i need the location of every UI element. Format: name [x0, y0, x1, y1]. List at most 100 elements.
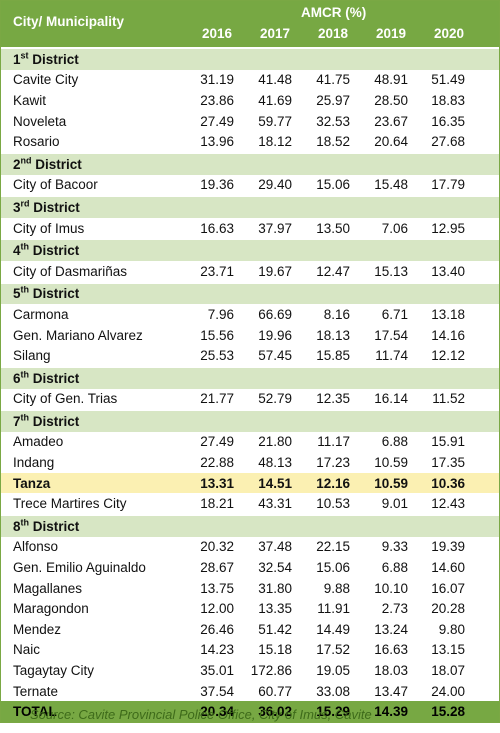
cell-value: 7.06	[381, 220, 408, 236]
district-label: 5th District	[13, 286, 80, 302]
district-label: 7th District	[13, 413, 80, 429]
cell-value: 15.28	[431, 704, 465, 720]
data-row: Tanza 13.31 14.51 12.16 10.59 10.36	[1, 472, 499, 494]
row-label: Ternate	[13, 683, 59, 699]
district-row: 8th District	[1, 514, 499, 537]
cell-value: 51.49	[431, 72, 465, 88]
cell-value: 31.80	[258, 580, 292, 596]
cell-value: 14.16	[431, 327, 465, 343]
cell-value: 14.23	[200, 642, 234, 658]
data-row: Mendez 26.46 51.42 14.49 13.24 9.80	[1, 619, 499, 640]
cell-value: 13.50	[316, 220, 350, 236]
cell-value: 13.35	[258, 601, 292, 617]
cell-value: 15.18	[258, 642, 292, 658]
district-label: 2nd District	[13, 156, 82, 172]
cell-value: 41.48	[258, 72, 292, 88]
data-row: Ternate 37.54 60.77 33.08 13.47 24.00	[1, 681, 499, 702]
cell-value: 19.36	[200, 177, 234, 193]
data-row: Alfonso 20.32 37.48 22.15 9.33 19.39	[1, 537, 499, 558]
district-label: 4th District	[13, 243, 80, 259]
cell-value: 14.49	[316, 621, 350, 637]
cell-value: 43.31	[258, 496, 292, 512]
cell-value: 17.52	[316, 642, 350, 658]
cell-value: 11.74	[375, 348, 408, 364]
cell-value: 19.39	[431, 539, 465, 555]
row-label: Silang	[13, 348, 51, 364]
cell-value: 172.86	[250, 663, 292, 679]
row-label: Alfonso	[13, 539, 59, 555]
cell-value: 18.21	[200, 496, 234, 512]
cell-value: 9.88	[323, 580, 350, 596]
cell-value: 20.32	[200, 539, 234, 555]
district-label: 8th District	[13, 518, 80, 534]
cell-value: 48.13	[258, 455, 292, 471]
cell-value: 29.40	[258, 177, 292, 193]
district-row: 7th District	[1, 409, 499, 432]
cell-value: 16.63	[374, 642, 408, 658]
row-label: Trece Martires City	[13, 496, 127, 512]
cell-value: 13.24	[374, 621, 408, 637]
cell-value: 28.67	[200, 560, 234, 576]
data-row: City of Dasmariñas 23.71 19.67 12.47 15.13 13…	[1, 261, 499, 282]
data-row: Carmona 7.96 66.69 8.16 6.71 13.18	[1, 304, 499, 325]
cell-value: 18.83	[431, 92, 465, 108]
cell-value: 18.07	[431, 663, 465, 679]
cell-value: 19.05	[316, 663, 350, 679]
cell-value: 18.03	[374, 663, 408, 679]
cell-value: 10.59	[374, 455, 408, 471]
year-header: 2018	[317, 26, 348, 41]
row-label: Noveleta	[13, 113, 67, 129]
cell-value: 17.23	[316, 455, 350, 471]
cell-value: 41.75	[316, 72, 350, 88]
row-label: Naic	[13, 642, 41, 658]
cell-value: 15.06	[316, 560, 350, 576]
cell-value: 52.79	[258, 391, 292, 407]
cell-value: 15.56	[200, 327, 234, 343]
cell-value: 10.10	[374, 580, 408, 596]
cell-value: 22.15	[316, 539, 350, 555]
data-row: Kawit 23.86 41.69 25.97 28.50 18.83	[1, 90, 499, 111]
cell-value: 22.88	[200, 455, 234, 471]
cell-value: 16.07	[431, 580, 465, 596]
year-header: 2019	[375, 26, 406, 41]
row-label: Maragondon	[13, 601, 89, 617]
year-header: 2020	[433, 26, 464, 41]
cell-value: 13.47	[374, 683, 408, 699]
cell-value: 28.50	[374, 92, 408, 108]
row-label: Gen. Emilio Aguinaldo	[13, 560, 146, 576]
cell-value: 37.97	[258, 220, 292, 236]
cell-value: 15.06	[316, 177, 350, 193]
cell-value: 11.91	[317, 601, 350, 617]
district-row: 1st District	[1, 47, 499, 70]
cell-value: 59.77	[258, 113, 292, 129]
cell-value: 9.33	[381, 539, 408, 555]
table-header: City/ Municipality AMCR (%) 2016 2017 2018…	[1, 1, 499, 47]
cell-value: 31.19	[200, 72, 234, 88]
data-row: Maragondon 12.00 13.35 11.91 2.73 20.28	[1, 598, 499, 619]
cell-value: 17.54	[374, 327, 408, 343]
data-row: Amadeo 27.49 21.80 11.17 6.88 15.91	[1, 432, 499, 453]
row-label: Amadeo	[13, 434, 64, 450]
cell-value: 32.54	[258, 560, 292, 576]
cell-value: 6.88	[381, 434, 408, 450]
cell-value: 13.31	[200, 475, 234, 491]
cell-value: 12.12	[431, 348, 465, 364]
cell-value: 16.14	[374, 391, 408, 407]
data-row: Silang 25.53 57.45 15.85 11.74 12.12	[1, 345, 499, 366]
cell-value: 17.79	[431, 177, 465, 193]
cell-value: 37.48	[258, 539, 292, 555]
cell-value: 19.96	[258, 327, 292, 343]
cell-value: 20.34	[200, 704, 234, 720]
data-row: Gen. Emilio Aguinaldo 28.67 32.54 15.06 6.88…	[1, 557, 499, 578]
cell-value: 66.69	[258, 306, 292, 322]
cell-value: 32.53	[316, 113, 350, 129]
data-row: City of Bacoor 19.36 29.40 15.06 15.48 17.79	[1, 175, 499, 196]
cell-value: 8.16	[323, 306, 350, 322]
cell-value: 60.77	[258, 683, 292, 699]
cell-value: 26.46	[200, 621, 234, 637]
data-row: City of Imus 16.63 37.97 13.50 7.06 12.95	[1, 218, 499, 239]
row-label: Mendez	[13, 621, 62, 637]
cell-value: 25.53	[200, 348, 234, 364]
cell-value: 13.96	[200, 134, 234, 150]
